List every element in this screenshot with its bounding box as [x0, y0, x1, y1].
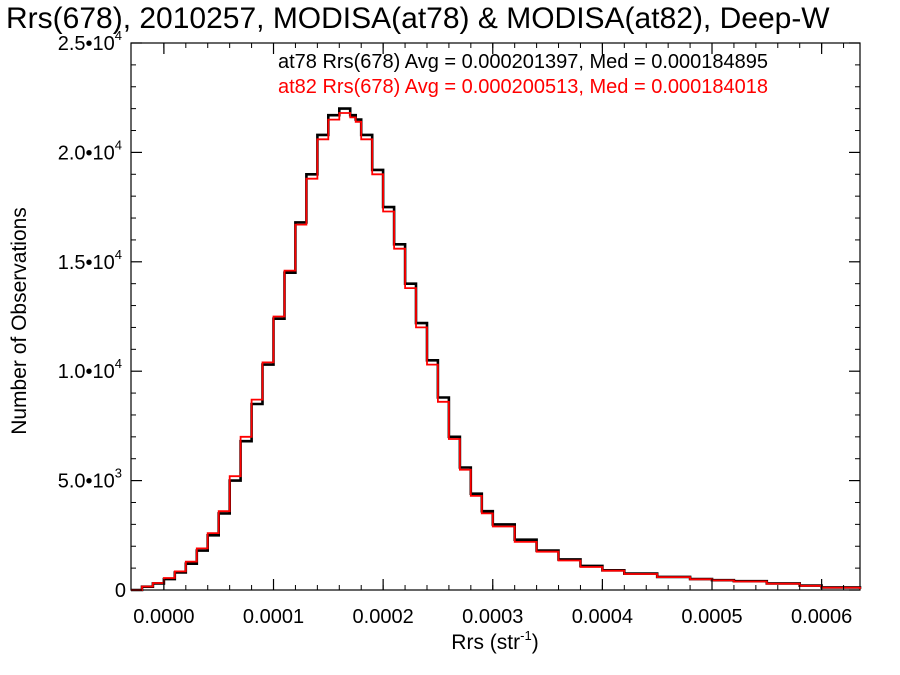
chart-title: Rrs(678), 2010257, MODISA(at78) & MODISA…	[6, 2, 830, 35]
x-tick-label-2: 0.0002	[353, 606, 414, 628]
x-tick-label-0: 0.0000	[133, 606, 194, 628]
y-tick-label-1: 5.0•103	[58, 466, 122, 493]
y-tick-label-2: 1.0•104	[58, 356, 122, 383]
series-line-0	[131, 107, 862, 592]
y-tick-label-4: 2.0•104	[58, 137, 122, 164]
annotation-1: at82 Rrs(678) Avg = 0.000200513, Med = 0…	[278, 76, 768, 98]
y-axis: 0 5.0•103 1.0•104 1.5•104 2.0•104 2.5•104	[58, 28, 860, 602]
y-tick-label-3: 1.5•104	[58, 247, 122, 274]
annotation-0: at78 Rrs(678) Avg = 0.000201397, Med = 0…	[278, 51, 768, 73]
x-tick-label-1: 0.0001	[243, 606, 304, 628]
y-axis-label: Number of Observations	[8, 207, 31, 435]
series-layer	[131, 107, 862, 592]
x-tick-label-4: 0.0004	[572, 606, 633, 628]
x-tick-label-3: 0.0003	[462, 606, 523, 628]
x-tick-label-5: 0.0005	[681, 606, 742, 628]
y-tick-label-0: 0	[115, 580, 126, 602]
y-tick-label-5: 2.5•104	[58, 28, 122, 55]
stats-annotations: at78 Rrs(678) Avg = 0.000201397, Med = 0…	[278, 51, 768, 98]
plot-frame	[130, 42, 861, 591]
x-tick-label-6: 0.0006	[791, 606, 852, 628]
series-line-1	[131, 112, 861, 591]
x-axis-label: Rrs (str-1)	[451, 628, 538, 654]
x-axis: 0.0000 0.0001 0.0002 0.0003 0.0004 0.0005 0.00…	[133, 43, 852, 628]
